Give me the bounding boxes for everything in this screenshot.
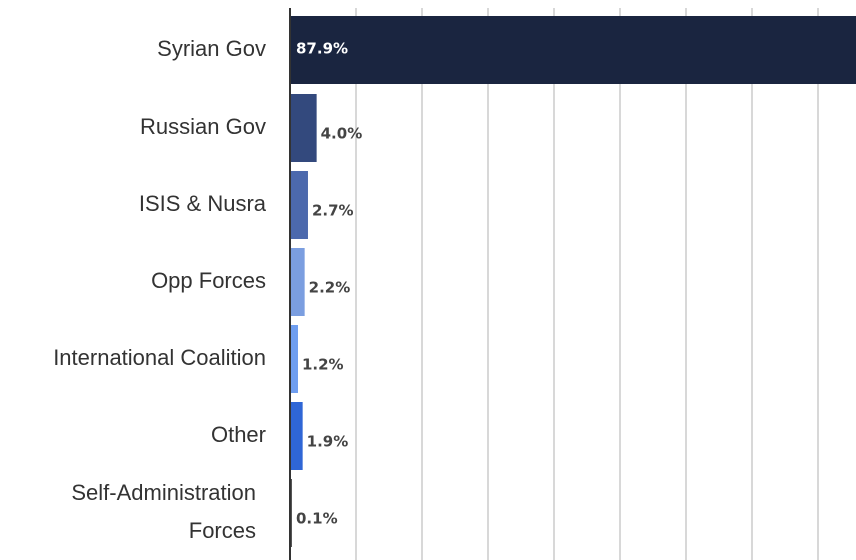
- value-label: 0.1%: [296, 510, 338, 528]
- bar: [290, 94, 317, 162]
- category-label: ISIS & Nusra: [139, 191, 267, 216]
- bar: [290, 325, 298, 393]
- grid-lines: [355, 8, 819, 560]
- category-label: Russian Gov: [140, 114, 266, 139]
- category-labels: Syrian Gov Russian Gov ISIS & Nusra Opp For…: [53, 36, 267, 543]
- bar: [290, 171, 308, 239]
- value-label: 2.7%: [312, 202, 354, 220]
- value-label: 2.2%: [309, 279, 351, 297]
- value-label: 1.2%: [302, 356, 344, 374]
- bar: [290, 248, 305, 316]
- value-label: 1.9%: [307, 433, 349, 451]
- category-label: Other: [211, 422, 266, 447]
- category-label: Self-Administration: [71, 480, 256, 505]
- bars: [290, 16, 856, 547]
- value-labels: 87.9% 4.0% 2.7% 2.2% 1.2% 1.9% 0.1%: [296, 40, 362, 528]
- category-label: Syrian Gov: [157, 36, 266, 61]
- value-label: 87.9%: [296, 40, 348, 58]
- category-label: International Coalition: [53, 345, 266, 370]
- bar: [290, 16, 856, 84]
- category-label: Forces: [189, 518, 256, 543]
- category-label: Opp Forces: [151, 268, 266, 293]
- value-label: 4.0%: [321, 125, 363, 143]
- bar: [290, 402, 303, 470]
